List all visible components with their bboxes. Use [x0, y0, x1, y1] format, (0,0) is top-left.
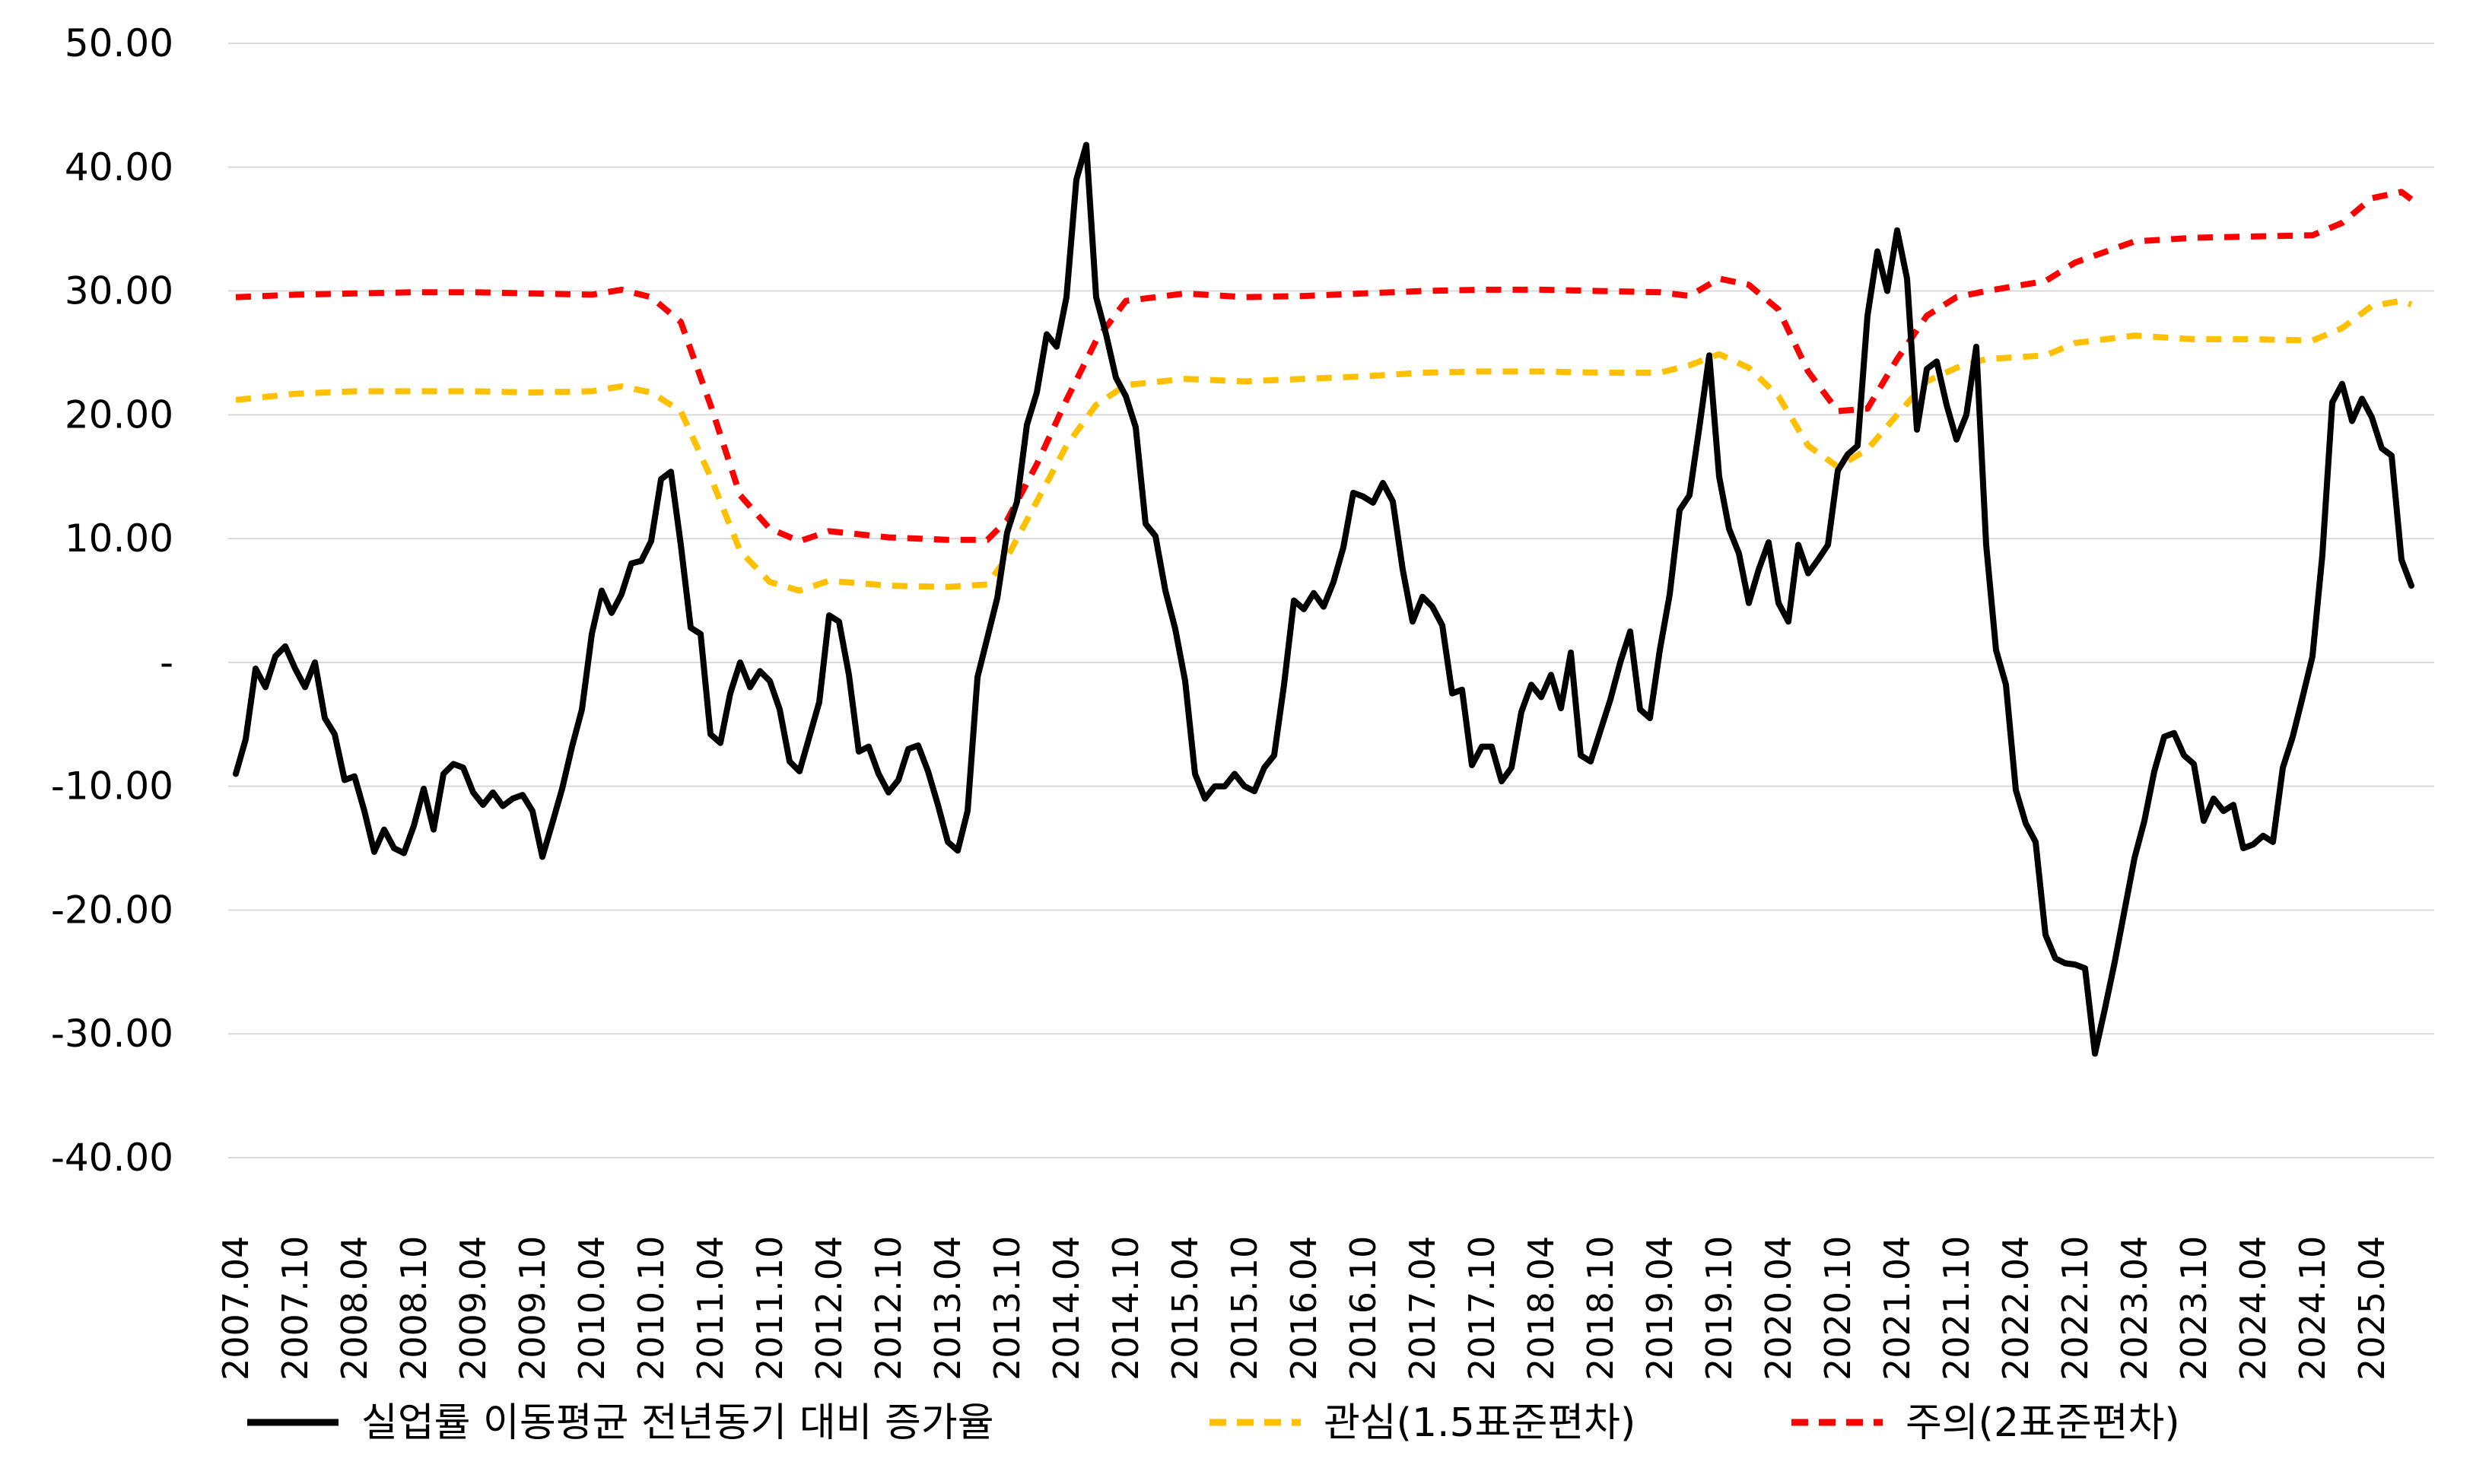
- x-tick-label: 2012.04: [809, 1236, 850, 1381]
- x-axis-tick-labels: 2007.04 2007.10 2008.04 2008.10 2009.04 2009.…: [215, 1236, 2392, 1381]
- x-tick-label: 2011.04: [690, 1236, 731, 1381]
- x-tick-label: 2013.10: [987, 1236, 1028, 1381]
- x-tick-label: 2013.04: [927, 1236, 968, 1381]
- legend-item-interest: 관심(1.5표준편차): [1209, 1400, 1635, 1446]
- gridlines: [228, 43, 2434, 1158]
- x-tick-label: 2021.10: [1936, 1236, 1977, 1381]
- y-axis-tick-labels: 50.00 40.00 30.00 20.00 10.00 - -10.00 -20.00 -3…: [51, 21, 173, 1180]
- x-tick-label: 2019.10: [1699, 1236, 1740, 1381]
- y-tick-label: -: [160, 640, 173, 685]
- x-tick-label: 2017.04: [1402, 1236, 1443, 1381]
- x-tick-label: 2014.04: [1046, 1236, 1087, 1381]
- y-tick-label: 40.00: [65, 145, 173, 189]
- y-tick-label: 10.00: [65, 516, 173, 561]
- x-tick-label: 2022.04: [1995, 1236, 2036, 1381]
- x-tick-label: 2011.10: [749, 1236, 790, 1381]
- x-tick-label: 2009.04: [453, 1236, 494, 1381]
- x-tick-label: 2017.10: [1461, 1236, 1502, 1381]
- x-tick-label: 2019.04: [1639, 1236, 1680, 1381]
- legend: 실업률 이동평균 전년동기 대비 증가율 관심(1.5표준편차) 주의(2표준편…: [247, 1400, 2180, 1446]
- y-tick-label: 20.00: [65, 392, 173, 437]
- y-tick-label: 50.00: [65, 21, 173, 65]
- x-tick-label: 2008.10: [393, 1236, 434, 1381]
- x-tick-label: 2010.04: [571, 1236, 612, 1381]
- x-tick-label: 2025.04: [2351, 1236, 2392, 1381]
- y-tick-label: -20.00: [51, 888, 173, 932]
- y-tick-label: -10.00: [51, 764, 173, 809]
- legend-label-caution: 주의(2표준편차): [1906, 1400, 2180, 1446]
- x-tick-label: 2015.10: [1224, 1236, 1265, 1381]
- x-tick-label: 2012.10: [868, 1236, 909, 1381]
- x-tick-label: 2016.10: [1343, 1236, 1384, 1381]
- x-tick-label: 2016.04: [1283, 1236, 1324, 1381]
- legend-item-unemployment: 실업률 이동평균 전년동기 대비 증가율: [247, 1400, 994, 1446]
- series-line-interest: [235, 297, 2413, 594]
- x-tick-label: 2007.10: [275, 1236, 316, 1381]
- y-tick-label: -40.00: [51, 1136, 173, 1180]
- x-tick-label: 2020.04: [1758, 1236, 1799, 1381]
- legend-item-caution: 주의(2표준편차): [1791, 1400, 2180, 1446]
- x-tick-label: 2007.04: [215, 1236, 256, 1381]
- series-line-unemployment: [233, 141, 2414, 1057]
- x-tick-label: 2018.10: [1580, 1236, 1621, 1381]
- x-tick-label: 2022.10: [2055, 1236, 2096, 1381]
- x-tick-label: 2024.10: [2292, 1236, 2333, 1381]
- x-tick-label: 2008.04: [334, 1236, 375, 1381]
- x-tick-label: 2024.04: [2233, 1236, 2274, 1381]
- x-tick-label: 2009.10: [512, 1236, 553, 1381]
- legend-label-interest: 관심(1.5표준편차): [1324, 1400, 1635, 1446]
- x-tick-label: 2020.10: [1817, 1236, 1858, 1381]
- x-tick-label: 2021.04: [1877, 1236, 1918, 1381]
- x-tick-label: 2014.10: [1105, 1236, 1146, 1381]
- y-tick-label: -30.00: [51, 1012, 173, 1056]
- x-tick-label: 2023.04: [2114, 1236, 2155, 1381]
- x-tick-label: 2018.04: [1521, 1236, 1562, 1381]
- y-tick-label: 30.00: [65, 269, 173, 313]
- x-tick-label: 2015.04: [1165, 1236, 1206, 1381]
- series-line-caution: [235, 189, 2414, 545]
- series-lines: [233, 141, 2414, 1057]
- legend-label-unemployment: 실업률 이동평균 전년동기 대비 증가율: [361, 1400, 994, 1446]
- x-tick-label: 2010.10: [631, 1236, 672, 1381]
- x-tick-label: 2023.10: [2173, 1236, 2214, 1381]
